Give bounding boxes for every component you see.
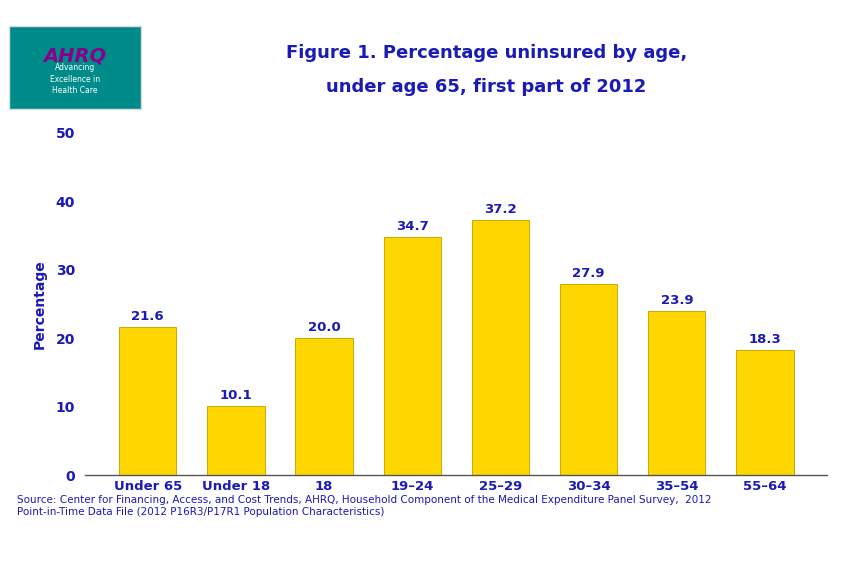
Text: Source: Center for Financing, Access, and Cost Trends, AHRQ, Household Component: Source: Center for Financing, Access, an… bbox=[17, 495, 711, 517]
Text: 34.7: 34.7 bbox=[395, 220, 429, 233]
Bar bbox=[471, 220, 528, 475]
Text: 21.6: 21.6 bbox=[131, 310, 164, 323]
Text: AHRQ: AHRQ bbox=[43, 47, 106, 66]
Text: under age 65, first part of 2012: under age 65, first part of 2012 bbox=[325, 78, 646, 96]
Text: 20.0: 20.0 bbox=[308, 321, 340, 334]
Bar bbox=[9, 26, 141, 109]
Text: Advancing
Excellence in
Health Care: Advancing Excellence in Health Care bbox=[50, 63, 100, 96]
Text: 23.9: 23.9 bbox=[659, 294, 693, 307]
Text: 18.3: 18.3 bbox=[748, 333, 780, 346]
Bar bbox=[559, 284, 617, 475]
Text: 27.9: 27.9 bbox=[572, 267, 604, 280]
Text: 10.1: 10.1 bbox=[219, 389, 252, 402]
Bar bbox=[648, 312, 705, 475]
Bar bbox=[735, 350, 792, 475]
Bar bbox=[119, 327, 176, 475]
Text: Figure 1. Percentage uninsured by age,: Figure 1. Percentage uninsured by age, bbox=[285, 44, 686, 62]
Bar bbox=[207, 406, 264, 475]
Text: 37.2: 37.2 bbox=[484, 203, 516, 216]
Y-axis label: Percentage: Percentage bbox=[33, 259, 47, 348]
Bar bbox=[383, 237, 440, 475]
Bar bbox=[295, 338, 353, 475]
